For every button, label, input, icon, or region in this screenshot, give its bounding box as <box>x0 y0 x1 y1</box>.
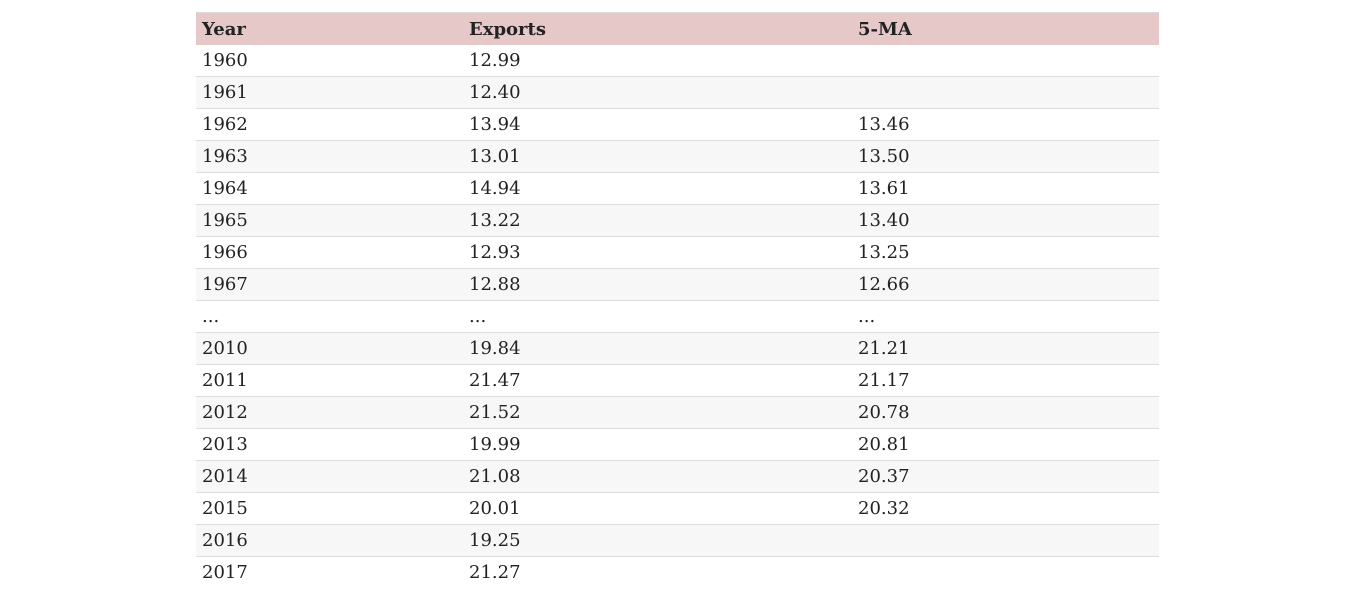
table-row: 2011 21.47 21.17 <box>196 364 1159 397</box>
ma-cell <box>852 524 1159 557</box>
exports-cell: 12.88 <box>463 268 852 301</box>
exports-cell: 19.99 <box>463 428 852 461</box>
year-cell: 1963 <box>196 140 463 173</box>
exports-cell: 13.22 <box>463 204 852 237</box>
exports-cell: 19.84 <box>463 332 852 365</box>
exports-cell: 21.27 <box>469 562 521 583</box>
table-row: 1962 13.94 13.46 <box>196 108 1159 141</box>
ma-cell: 21.17 <box>852 364 1159 397</box>
exports-cell: 21.47 <box>463 364 852 397</box>
table-row: 1963 13.01 13.50 <box>196 140 1159 173</box>
year-cell: 1961 <box>196 76 463 109</box>
table-row: 1967 12.88 12.66 <box>196 268 1159 301</box>
ma-cell: 20.81 <box>852 428 1159 461</box>
year-cell: 1960 <box>196 45 463 77</box>
table-row: 2017 21.27 <box>196 556 1159 589</box>
table-row: 2010 19.84 21.21 <box>196 332 1159 365</box>
ma-cell: 13.40 <box>852 204 1159 237</box>
table-row: 2014 21.08 20.37 <box>196 460 1159 493</box>
table-row: 1964 14.94 13.61 <box>196 172 1159 205</box>
year-cell: 1967 <box>196 268 463 301</box>
exports-cell: 12.93 <box>463 236 852 269</box>
year-cell: 2013 <box>196 428 463 461</box>
table-row: 1961 12.40 <box>196 76 1159 109</box>
exports-cell: 12.40 <box>463 76 852 109</box>
exports-table: Year Exports 5-MA 1960 12.99 1961 12.40 1962… <box>196 12 1159 588</box>
exports-cell: 12.99 <box>463 45 852 77</box>
ma-cell: 20.32 <box>852 492 1159 525</box>
exports-cell: 14.94 <box>463 172 852 205</box>
table-row: 1966 12.93 13.25 <box>196 236 1159 269</box>
year-cell: ... <box>196 300 463 333</box>
exports-cell: 13.01 <box>463 140 852 173</box>
exports-cell: 13.94 <box>463 108 852 141</box>
ma-cell: 12.66 <box>852 268 1159 301</box>
header-row: Year Exports 5-MA <box>196 12 1159 45</box>
year-cell: 1964 <box>196 172 463 205</box>
table-row: 2016 19.25 <box>196 524 1159 557</box>
year-cell: 1966 <box>196 236 463 269</box>
ma-cell <box>852 557 1159 589</box>
ma-cell: 13.46 <box>852 108 1159 141</box>
year-cell: 1962 <box>196 108 463 141</box>
exports-cell: ... <box>463 300 852 333</box>
year-cell: 2010 <box>196 332 463 365</box>
table-row: 2013 19.99 20.81 <box>196 428 1159 461</box>
year-cell: 2015 <box>196 492 463 525</box>
ma-cell: 13.61 <box>852 172 1159 205</box>
table-row: 1960 12.99 <box>196 45 1159 77</box>
exports-cell: 21.08 <box>463 460 852 493</box>
table-row: 2015 20.01 20.32 <box>196 492 1159 525</box>
ma-cell: 20.78 <box>852 396 1159 429</box>
ma-cell <box>852 76 1159 109</box>
ma-cell <box>852 45 1159 77</box>
year-cell: 2011 <box>196 364 463 397</box>
ma-cell: 20.37 <box>852 460 1159 493</box>
header-exports: Exports <box>463 12 852 45</box>
data-table-container: Year Exports 5-MA 1960 12.99 1961 12.40 1962… <box>196 12 1159 588</box>
header-year: Year <box>196 12 463 45</box>
ma-cell: 13.50 <box>852 140 1159 173</box>
year-cell: 2017 <box>202 562 248 583</box>
year-cell: 2016 <box>196 524 463 557</box>
exports-cell: 21.52 <box>463 396 852 429</box>
year-cell: 2014 <box>196 460 463 493</box>
table-row: 2012 21.52 20.78 <box>196 396 1159 429</box>
year-cell: 2012 <box>196 396 463 429</box>
table-header: Year Exports 5-MA <box>196 12 1159 45</box>
table-body: 1960 12.99 1961 12.40 1962 13.94 13.46 1963 13.0… <box>196 45 1159 588</box>
ma-cell: 13.25 <box>852 236 1159 269</box>
ma-cell: 21.21 <box>852 332 1159 365</box>
table-row: 1965 13.22 13.40 <box>196 204 1159 237</box>
year-cell: 1965 <box>196 204 463 237</box>
table-row: ......... <box>196 300 1159 333</box>
ma-cell: ... <box>852 300 1159 333</box>
exports-cell: 20.01 <box>463 492 852 525</box>
exports-cell: 19.25 <box>463 524 852 557</box>
header-5ma: 5-MA <box>852 12 1159 45</box>
